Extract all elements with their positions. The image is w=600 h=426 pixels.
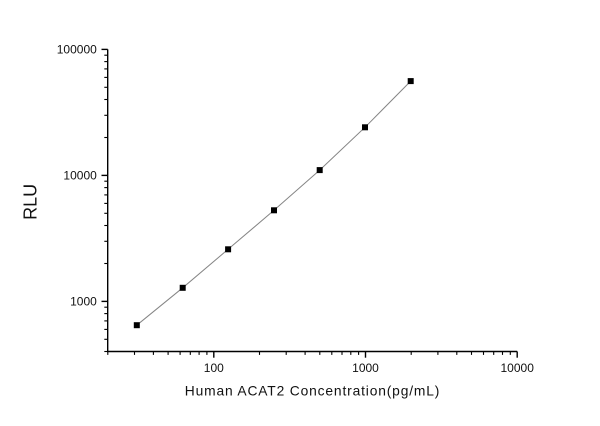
svg-text:1000: 1000 [70, 294, 97, 308]
svg-text:Human ACAT2 Concentration(pg/m: Human ACAT2 Concentration(pg/mL) [185, 384, 440, 399]
svg-text:1000: 1000 [352, 361, 379, 375]
svg-text:100: 100 [204, 361, 224, 375]
svg-text:10000: 10000 [63, 168, 97, 182]
svg-text:RLU: RLU [21, 184, 41, 220]
svg-text:100000: 100000 [57, 42, 97, 56]
svg-text:10000: 10000 [501, 361, 535, 375]
